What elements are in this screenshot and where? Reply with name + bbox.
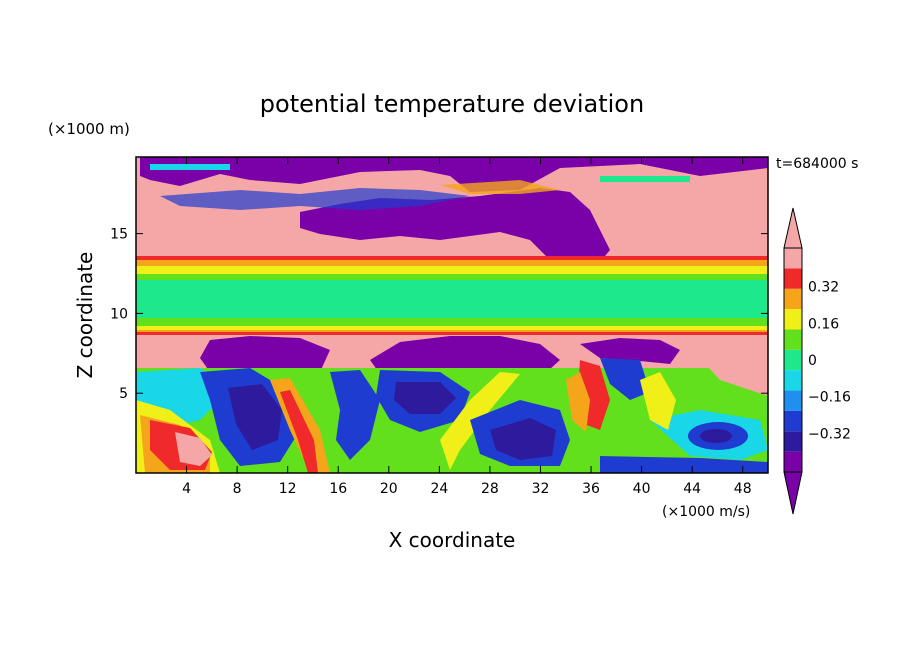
plot-frame (135, 156, 769, 474)
x-tick-label: 36 (582, 481, 600, 497)
x-tick-label: 24 (430, 481, 448, 497)
colorbar-segment (784, 390, 802, 411)
upper-cyan-fringe (150, 164, 230, 170)
x-axis-ticks: 4 8 12 16 20 24 28 32 36 40 44 48 (182, 157, 752, 497)
colorbar-segment (784, 451, 802, 472)
band-yellow-bottom (136, 326, 768, 330)
y-tick-label: 5 (119, 386, 128, 402)
time-label: t=684000 s (776, 156, 858, 172)
band-red-bottom (136, 332, 768, 335)
band-lightgreen-top (136, 274, 768, 280)
band-orange-bottom (136, 330, 768, 332)
colorbar-segment (784, 431, 802, 452)
upper-orange-fringe (440, 180, 560, 194)
upper-blue-fringe (160, 188, 470, 210)
x-tick-label: 12 (279, 481, 297, 497)
colorbar-tick-label: 0.32 (808, 280, 839, 296)
colorbar-tick-label: 0.16 (808, 316, 839, 332)
x-tick-label: 8 (233, 481, 242, 497)
colorbar-tick-label: 0 (808, 353, 817, 369)
contour-field (136, 157, 768, 473)
lower-red-streak-1 (280, 390, 318, 473)
band-orange-top (136, 260, 768, 266)
lower-purple-mid-3 (490, 418, 556, 460)
colorbar-segment (784, 410, 802, 432)
upper-purple-mass (140, 157, 768, 192)
lower-blue-right (600, 358, 650, 400)
x-tick-label: 4 (182, 481, 191, 497)
lower-yellow-right (640, 372, 676, 430)
colorbar-tick-label: −0.32 (808, 426, 851, 442)
lower-blue-mid-1 (330, 370, 380, 460)
colorbar-segment (784, 349, 802, 371)
lower-purple-mid-2 (394, 382, 456, 414)
x-tick-label: 16 (329, 481, 347, 497)
lower-purple-eddy-right (700, 429, 732, 443)
x-tick-label: 44 (683, 481, 701, 497)
colorbar-segment (784, 329, 802, 350)
lower-purple-bulge-1 (200, 336, 330, 372)
colorbar-segment (784, 370, 802, 391)
lower-purple-eddy-left (228, 384, 282, 450)
colorbar-segment (784, 248, 802, 269)
band-lightgreen-bottom (136, 318, 768, 326)
x-tick-label: 48 (734, 481, 752, 497)
colorbar-extend-bottom (783, 471, 803, 515)
x-axis-label: X coordinate (389, 528, 516, 552)
chart-title: potential temperature deviation (260, 90, 644, 118)
y-tick-label: 10 (110, 306, 128, 322)
y-axis-label: Z coordinate (73, 252, 97, 379)
colorbar-segment (784, 309, 802, 330)
lower-purple-bulge-2 (370, 336, 560, 378)
lower-purple-bulge-3 (580, 338, 680, 364)
lower-pink-left (175, 432, 212, 466)
colorbar: 0.32 0.16 0 −0.16 −0.32 (783, 207, 851, 515)
lower-orange-right-eddy (566, 372, 590, 432)
y-tick-label: 15 (110, 227, 128, 243)
upper-green-fringe (600, 176, 690, 182)
x-tick-label: 28 (481, 481, 499, 497)
colorbar-extend-top (783, 207, 803, 249)
lower-pink-right-bulge (700, 356, 768, 396)
x-tick-label: 20 (380, 481, 398, 497)
band-green-core (136, 280, 768, 318)
x-tick-label: 40 (633, 481, 651, 497)
band-yellow-top (136, 266, 768, 274)
band-red-top (136, 256, 768, 260)
colorbar-segment (784, 268, 802, 289)
y-unit-label: (×1000 m) (48, 120, 130, 138)
colorbar-frame (783, 247, 803, 473)
x-tick-label: 32 (532, 481, 550, 497)
colorbar-segment (784, 288, 802, 310)
colorbar-tick-label: −0.16 (808, 390, 851, 406)
x-unit-label: (×1000 m/s) (662, 504, 750, 520)
y-axis-ticks: 5 10 15 (110, 227, 768, 402)
